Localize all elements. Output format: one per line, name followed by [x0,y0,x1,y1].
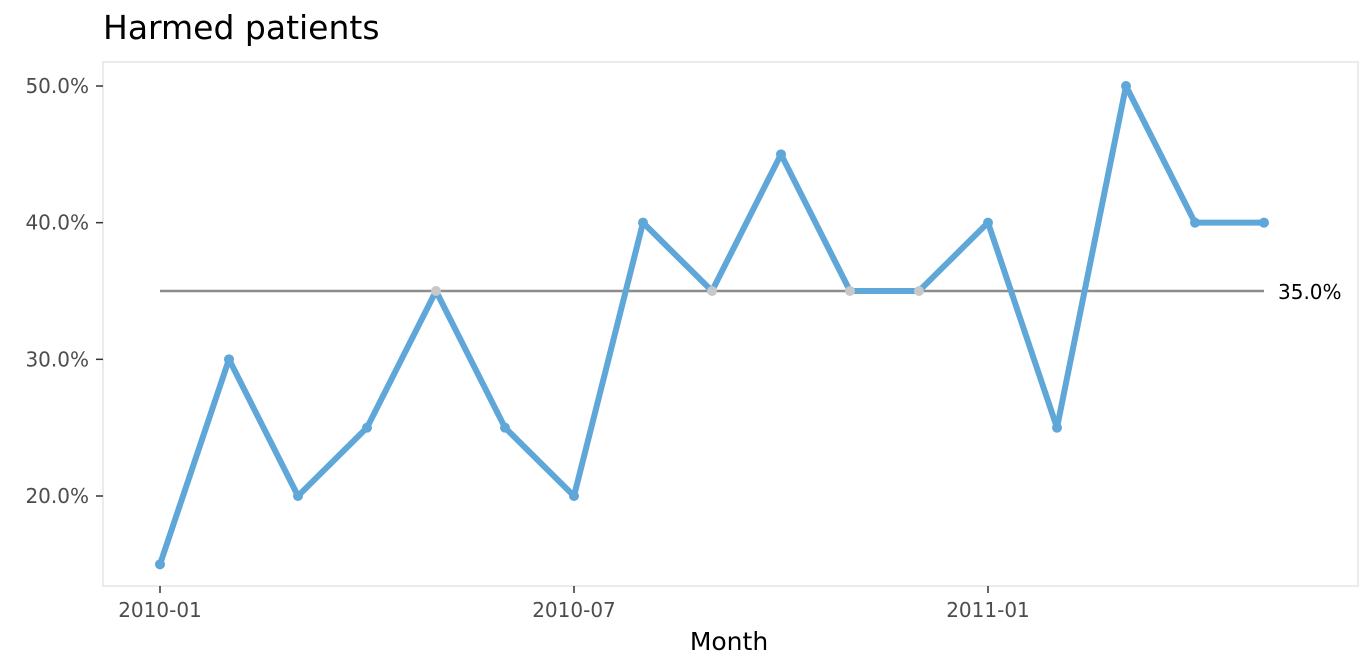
centerline-label: 35.0% [1278,280,1342,304]
data-point [1259,217,1269,228]
y-tick-label: 50.0% [25,74,89,98]
chart-title: Harmed patients [103,8,380,47]
x-axis: 2010-01 2010-07 2011-01 [118,586,1030,622]
y-axis: 20.0% 30.0% 40.0% 50.0% [25,74,103,508]
y-tick-label: 20.0% [25,484,89,508]
data-point [569,491,579,501]
y-tick-label: 40.0% [25,211,89,235]
data-point [638,217,648,228]
data-point [707,286,717,296]
x-axis-title: Month [690,627,768,656]
series-line [157,83,1267,568]
data-point [1190,217,1200,228]
plot-panel-border [102,61,1359,587]
data-point [155,559,165,570]
data-point [500,422,510,433]
data-point [224,354,234,365]
x-tick-label: 2010-01 [118,598,202,622]
data-point [914,286,924,296]
x-tick-label: 2011-01 [946,598,1030,622]
data-point [293,491,303,501]
data-point [983,217,993,228]
y-tick-label: 30.0% [25,347,89,371]
data-point [362,422,372,433]
data-point [845,286,855,296]
data-points [155,81,1269,570]
data-point [431,286,441,296]
x-tick-label: 2010-07 [532,598,616,622]
data-point [1052,422,1062,433]
data-point [1121,81,1131,91]
data-point [776,149,786,160]
